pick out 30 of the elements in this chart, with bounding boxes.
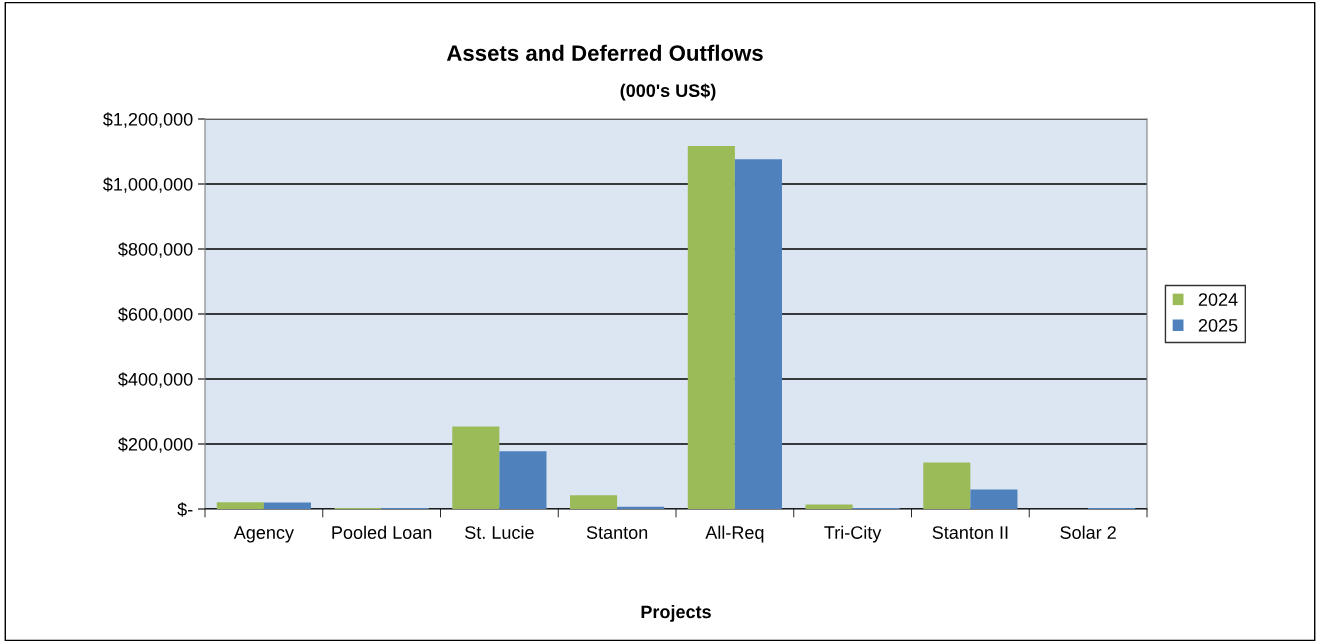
y-tick-label: $1,000,000	[103, 177, 193, 193]
legend-label: 2025	[1198, 318, 1238, 332]
x-tick-label: Agency	[233, 526, 294, 543]
bar	[805, 504, 853, 509]
x-axis-title: Projects	[641, 605, 711, 622]
x-tick-label: Pooled Loan	[332, 525, 432, 539]
x-tick-label: Stanton	[586, 526, 648, 539]
y-tick-label: $800,000	[118, 242, 193, 258]
x-tick-label: All-Req	[705, 525, 764, 543]
y-tick-label: $-	[177, 502, 193, 517]
bar	[263, 502, 311, 509]
y-tick-label: $1,200,000	[103, 112, 193, 128]
y-tick-label: $400,000	[118, 372, 193, 388]
x-tick-label: Stanton II	[932, 526, 1008, 539]
x-tick-label: St. Lucie	[465, 525, 534, 539]
chart-subtitle: (000's US$)	[620, 83, 716, 101]
y-tick-label: $200,000	[118, 437, 193, 453]
x-tick-label: Tri-City	[824, 525, 882, 543]
y-tick-label: $600,000	[118, 307, 193, 323]
bar	[734, 159, 782, 509]
x-tick-label: Solar 2	[1060, 525, 1116, 539]
bar	[499, 451, 547, 509]
bar	[452, 426, 500, 509]
chart-title: Assets and Deferred Outflows	[446, 44, 763, 61]
bar	[970, 489, 1018, 509]
bar	[216, 502, 264, 509]
bar	[923, 462, 971, 509]
legend-label: 2024	[1198, 293, 1238, 306]
bar	[570, 495, 618, 509]
bar	[687, 145, 735, 509]
